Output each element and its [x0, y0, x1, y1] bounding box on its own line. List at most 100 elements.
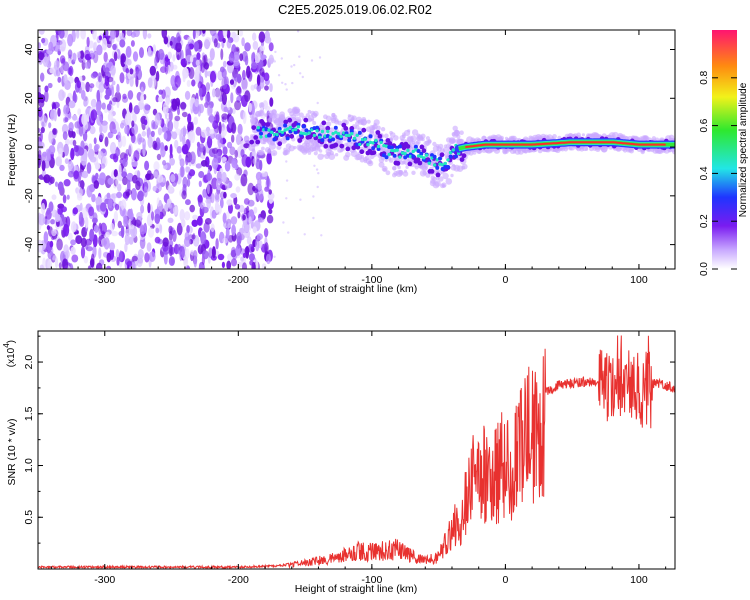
- noise-blob: [95, 196, 102, 206]
- signal-halo: [450, 173, 454, 178]
- noise-blob: [147, 202, 151, 214]
- noise-blob: [257, 217, 265, 223]
- noise-blob: [63, 104, 69, 115]
- noise-blob: [204, 62, 209, 70]
- noise-blob: [59, 39, 67, 52]
- noise-blob: [77, 108, 82, 116]
- noise-blob: [250, 245, 254, 251]
- noise-blob: [130, 133, 136, 144]
- noise-blob: [124, 233, 130, 246]
- noise-speck: [299, 72, 302, 75]
- signal-halo: [450, 138, 457, 144]
- noise-blob: [84, 121, 89, 131]
- noise-blob: [55, 181, 58, 187]
- noise-blob: [240, 173, 248, 187]
- noise-blob: [255, 238, 260, 252]
- noise-speck: [287, 231, 290, 234]
- noise-blob: [106, 76, 114, 83]
- noise-blob: [48, 145, 56, 155]
- noise-blob: [230, 193, 237, 199]
- noise-blob: [167, 202, 172, 209]
- noise-blob: [87, 265, 91, 269]
- signal-point: [361, 127, 367, 133]
- noise-blob: [143, 103, 150, 115]
- noise-blob: [113, 51, 118, 62]
- noise-blob: [89, 83, 95, 89]
- noise-blob: [139, 47, 144, 59]
- signal-halo: [438, 143, 444, 149]
- noise-blob: [218, 121, 222, 135]
- noise-blob: [100, 202, 107, 212]
- noise-blob: [221, 92, 227, 105]
- noise-blob: [63, 244, 69, 256]
- noise-speck: [285, 179, 289, 182]
- noise-blob: [88, 206, 94, 217]
- noise-blob: [260, 210, 267, 220]
- signal-point: [416, 149, 421, 153]
- noise-blob: [233, 34, 240, 43]
- chart-title: C2E5.2025.019.06.02.R02: [278, 2, 432, 17]
- noise-blob: [179, 165, 185, 178]
- noise-blob: [72, 114, 78, 121]
- signal-point: [419, 154, 423, 159]
- signal-point: [443, 161, 447, 166]
- noise-blob: [245, 245, 250, 259]
- noise-blob: [118, 164, 122, 177]
- snr-y-axis-label: SNR (10 * v/v): [6, 418, 18, 485]
- signal-point: [368, 134, 373, 139]
- noise-blob: [195, 163, 202, 169]
- noise-blob: [96, 115, 103, 126]
- noise-blob: [58, 262, 63, 269]
- noise-blob: [135, 180, 141, 191]
- noise-blob: [62, 131, 68, 141]
- noise-blob: [72, 139, 77, 147]
- signal-halo: [442, 184, 446, 188]
- signal-point: [368, 140, 373, 145]
- noise-blob: [215, 87, 221, 100]
- x-tick-label: -200: [228, 574, 249, 586]
- noise-blob: [79, 75, 83, 82]
- noise-blob: [252, 158, 257, 165]
- noise-blob: [43, 174, 51, 184]
- signal-point: [392, 149, 397, 153]
- noise-blob: [51, 194, 57, 200]
- noise-speck: [312, 195, 315, 198]
- noise-blob: [229, 79, 235, 85]
- signal-point: [275, 132, 279, 137]
- noise-blob: [98, 82, 105, 93]
- x-tick-label: -100: [361, 274, 382, 286]
- noise-blob: [235, 186, 241, 193]
- noise-blob: [66, 194, 70, 200]
- colorbar: 0.0 0.2 0.4 0.6 0.8 Normalized spectral ampl…: [699, 30, 749, 276]
- noise-blob: [80, 50, 85, 60]
- signal-point: [303, 117, 309, 123]
- noise-blob: [209, 133, 215, 140]
- noise-blob: [130, 40, 135, 47]
- noise-blob: [248, 102, 252, 113]
- x-tick-label: -300: [94, 574, 115, 586]
- noise-blob: [133, 150, 140, 162]
- signal-halo: [458, 138, 465, 145]
- noise-blob: [79, 211, 84, 225]
- signal-point: [336, 132, 341, 136]
- noise-blob: [119, 32, 125, 40]
- signal-point: [427, 161, 431, 165]
- signal-halo: [392, 165, 397, 171]
- noise-blob: [107, 177, 114, 185]
- signal-point: [312, 133, 317, 138]
- noise-blob: [266, 214, 274, 224]
- signal-point: [371, 150, 377, 156]
- noise-blob: [46, 225, 51, 231]
- noise-blob: [215, 238, 219, 250]
- noise-blob: [124, 228, 132, 236]
- noise-blob: [196, 215, 203, 226]
- noise-blob: [180, 58, 186, 67]
- noise-blob: [209, 113, 214, 124]
- signal-halo: [361, 117, 367, 122]
- noise-speck: [282, 221, 285, 224]
- noise-blob: [236, 236, 241, 249]
- noise-blob: [209, 48, 215, 61]
- noise-blob: [83, 95, 89, 107]
- noise-blob: [86, 162, 92, 174]
- noise-blob: [241, 37, 245, 47]
